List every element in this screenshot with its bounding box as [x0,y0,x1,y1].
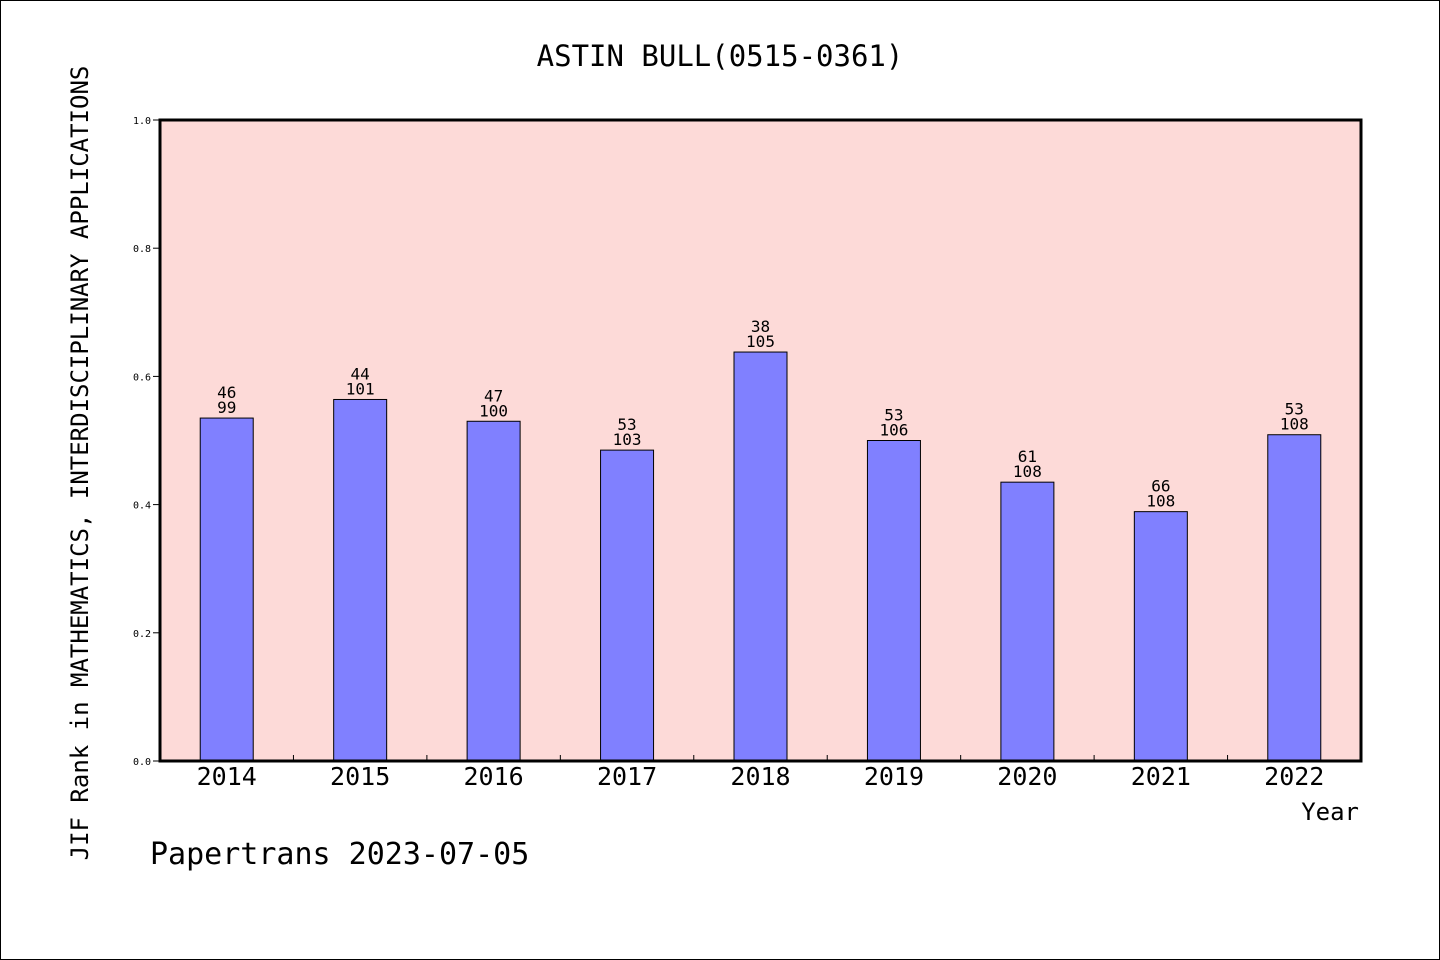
y-tick-label: 0.8 [133,244,151,255]
bar-2017 [600,449,655,762]
x-tick-label: 2016 [464,762,524,791]
x-axis-label: Year [1301,798,1359,826]
bar-rank-label: 66 [1151,477,1170,496]
x-tick-label: 2021 [1131,762,1191,791]
bar-total-label: 108 [1146,492,1175,511]
bar-rank-label: 61 [1018,447,1037,466]
bar-total-label: 100 [479,401,508,420]
bar-series [199,351,1322,762]
bar-2014 [199,417,254,762]
bar-rank-label: 44 [351,364,370,383]
x-tick-label: 2018 [730,762,790,791]
chart-title: ASTIN BULL(0515-0361) [537,39,904,73]
x-tick-label: 2014 [197,762,257,791]
bar-total-label: 105 [746,332,775,351]
bar-rank-label: 46 [217,383,236,402]
plot-border [158,118,1363,763]
bar-total-label: 108 [1280,415,1309,434]
bar-2020 [1000,481,1055,762]
bar-rank-label: 53 [1285,400,1304,419]
bar-2016 [466,420,521,762]
y-axis-label: JIF Rank in MATHEMATICS, INTERDISCIPLINA… [66,66,94,861]
x-tick-label: 2017 [597,762,657,791]
x-tick-label: 2019 [864,762,924,791]
x-tick-label: 2015 [330,762,390,791]
y-tick-label: 0.4 [133,501,151,512]
x-axis: 2014 2015 2016 2017 2018 2019 2020 2021 2022 [197,755,1324,791]
x-tick-label: 2022 [1264,762,1324,791]
watermark-text: Papertrans 2023-07-05 [150,837,529,872]
x-tick-label: 2020 [997,762,1057,791]
y-tick-label: 0.2 [133,629,151,640]
bar-2022 [1267,434,1322,762]
y-tick-label: 1.0 [133,116,151,127]
bar-total-label: 106 [879,421,908,440]
bar-total-label: 103 [613,430,642,449]
bar-total-label: 99 [217,398,236,417]
y-axis: 0.0 0.2 0.4 0.6 0.8 1.0 [133,116,160,768]
y-tick-label: 0.6 [133,372,151,383]
bar-rank-label: 53 [884,406,903,425]
bar-2021 [1133,511,1188,762]
bar-rank-label: 38 [751,317,770,336]
bar-total-label: 101 [346,379,375,398]
bar-total-label: 108 [1013,462,1042,481]
bar-2015 [333,398,388,762]
y-tick-label: 0.0 [133,757,151,768]
bar-rank-label: 53 [617,415,636,434]
bar-2018 [733,351,788,762]
bar-2019 [866,440,921,762]
bar-rank-label: 47 [484,386,503,405]
